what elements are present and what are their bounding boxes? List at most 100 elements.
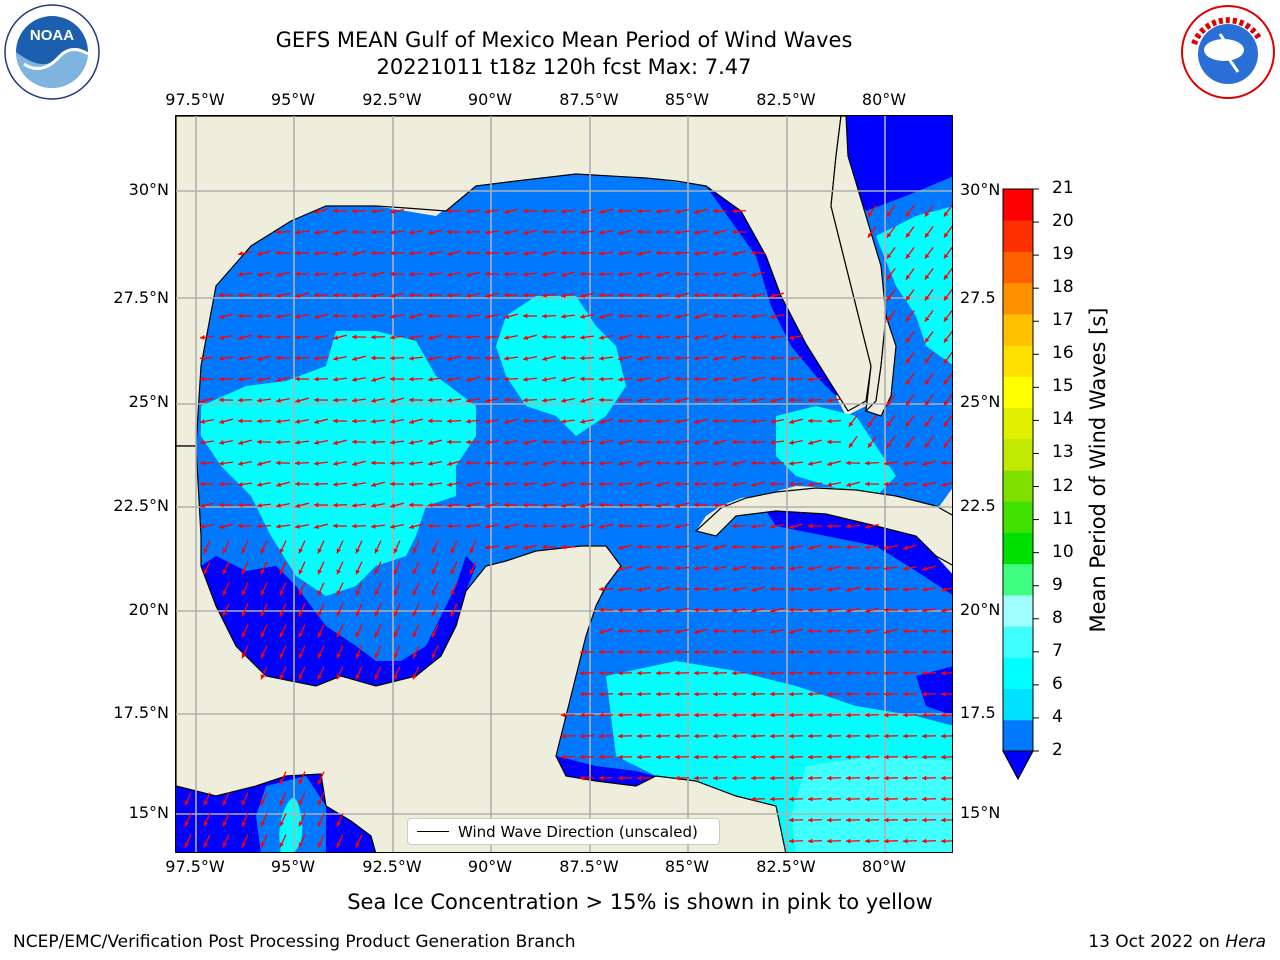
- wind-wave-arrowhead: [732, 566, 738, 571]
- wind-wave-arrowhead: [637, 313, 642, 319]
- wind-wave-arrowhead: [865, 838, 870, 844]
- wind-wave-arrowhead: [371, 398, 376, 403]
- lat-tick-right: 20°N: [960, 600, 1001, 619]
- wind-wave-arrowhead: [542, 313, 547, 319]
- wave-period-4-6-east: [776, 406, 896, 496]
- wind-wave-arrowhead: [485, 460, 490, 466]
- wind-wave-arrowhead: [827, 796, 832, 802]
- wind-wave-arrowhead: [561, 250, 566, 256]
- wind-wave-arrowhead: [393, 569, 399, 575]
- wind-wave-arrowhead: [523, 251, 528, 256]
- wind-wave-arrowhead: [431, 590, 437, 596]
- wind-wave-arrowhead: [903, 838, 908, 844]
- wind-wave-arrowhead: [637, 628, 642, 634]
- wind-wave-arrowhead: [770, 670, 775, 676]
- wind-wave-arrowhead: [637, 334, 642, 340]
- wind-wave-arrowhead: [922, 733, 927, 739]
- wind-wave-arrowhead: [580, 481, 585, 487]
- colorbar-segment: [1003, 220, 1033, 252]
- wind-wave-arrowhead: [580, 670, 585, 676]
- wind-wave-arrowhead: [675, 334, 680, 340]
- legend-line-swatch: [417, 831, 449, 832]
- noaa-logo: NOAA: [4, 4, 100, 100]
- wind-wave-arrowhead: [238, 356, 243, 361]
- wind-wave-arrowhead: [447, 313, 452, 319]
- wind-wave-arrowhead: [675, 629, 680, 634]
- wind-wave-arrowhead: [523, 502, 528, 508]
- wind-wave-arrowhead: [523, 545, 529, 550]
- wind-wave-arrowhead: [808, 481, 813, 487]
- wind-wave-arrowhead: [561, 460, 566, 466]
- colorbar-tick-label: 6: [1052, 673, 1063, 694]
- wind-wave-arrowhead: [922, 670, 927, 676]
- footer-credit: NCEP/EMC/Verification Post Processing Pr…: [13, 932, 576, 952]
- wind-wave-arrowhead: [903, 628, 908, 634]
- wind-wave-arrowhead: [257, 272, 262, 277]
- colorbar-outline: [1002, 188, 1034, 781]
- wind-wave-arrowhead: [599, 250, 604, 256]
- lat-tick-left: 22.5°N: [113, 496, 169, 515]
- wind-wave-arrowhead: [428, 440, 434, 445]
- wind-wave-arrowhead: [846, 628, 851, 634]
- wind-wave-arrowhead: [922, 754, 927, 760]
- wind-wave-arrowhead: [846, 544, 851, 550]
- wind-wave-arrowhead: [523, 481, 528, 487]
- lon-tick-bottom: 85°W: [664, 857, 710, 876]
- wind-wave-arrowhead: [618, 733, 623, 739]
- wind-wave-arrowhead: [618, 461, 623, 466]
- wind-wave-arrowhead: [390, 229, 395, 235]
- wind-wave-arrowhead: [466, 460, 471, 466]
- wind-wave-arrowhead: [808, 754, 813, 760]
- wind-wave-arrowhead: [355, 548, 361, 554]
- wind-wave-arrowhead: [238, 376, 243, 382]
- wind-wave-arrows: [184, 204, 952, 848]
- wind-wave-arrowhead: [219, 502, 224, 508]
- wind-wave-arrowhead: [884, 796, 889, 802]
- wind-wave-arrowhead: [561, 272, 567, 277]
- wind-wave-arrowhead: [222, 569, 228, 575]
- wind-wave-arrowhead: [599, 209, 605, 214]
- wind-wave-arrowhead: [694, 607, 699, 613]
- wind-wave-arrowhead: [241, 821, 247, 827]
- wind-wave-arrowhead: [599, 754, 604, 760]
- wind-wave-arrowhead: [656, 293, 661, 298]
- wind-wave-arrowhead: [523, 397, 528, 403]
- wind-wave-arrowhead: [846, 649, 851, 655]
- colorbar-segment: [1003, 189, 1033, 221]
- wind-wave-arrowhead: [865, 565, 870, 571]
- wind-wave-arrowhead: [412, 611, 418, 617]
- colorbar-tick-label: 16: [1052, 343, 1074, 364]
- wind-wave-arrowhead: [523, 440, 529, 445]
- wind-wave-arrowhead: [333, 523, 338, 529]
- wind-wave-arrowhead: [732, 544, 737, 550]
- wind-wave-arrowhead: [637, 649, 642, 655]
- wind-wave-arrowhead: [485, 524, 490, 529]
- wind-wave-arrowhead: [656, 608, 661, 613]
- wind-wave-arrowhead: [333, 271, 338, 277]
- wind-wave-arrowhead: [732, 439, 737, 445]
- wind-wave-arrowhead: [257, 502, 262, 508]
- wind-wave-arrowhead: [447, 334, 452, 340]
- wind-wave-arrowhead: [618, 208, 623, 214]
- wind-wave-arrowhead: [924, 358, 930, 364]
- wind-wave-arrowhead: [298, 611, 304, 617]
- wind-wave-arrowhead: [941, 712, 946, 718]
- wind-wave-arrowhead: [827, 482, 832, 487]
- wind-wave-arrowhead: [599, 271, 604, 277]
- wind-wave-arrowhead: [637, 292, 642, 298]
- wind-wave-arrowhead: [656, 418, 661, 424]
- wind-wave-arrowhead: [542, 229, 547, 235]
- wind-wave-arrowhead: [789, 754, 794, 760]
- colorbar-tick-label: 20: [1052, 211, 1074, 232]
- wind-wave-arrowhead: [924, 421, 930, 427]
- wind-wave-arrowhead: [656, 691, 661, 697]
- wind-wave-arrowhead: [713, 440, 719, 445]
- wind-wave-arrowhead: [751, 628, 756, 634]
- wind-wave-arrowhead: [618, 376, 623, 382]
- wind-wave-arrowhead: [903, 817, 908, 823]
- wind-wave-arrowhead: [580, 293, 586, 298]
- wind-wave-arrowhead: [371, 293, 376, 298]
- wind-wave-arrowhead: [789, 586, 794, 592]
- wind-wave-arrowhead: [884, 754, 889, 760]
- wind-wave-arrowhead: [675, 754, 680, 760]
